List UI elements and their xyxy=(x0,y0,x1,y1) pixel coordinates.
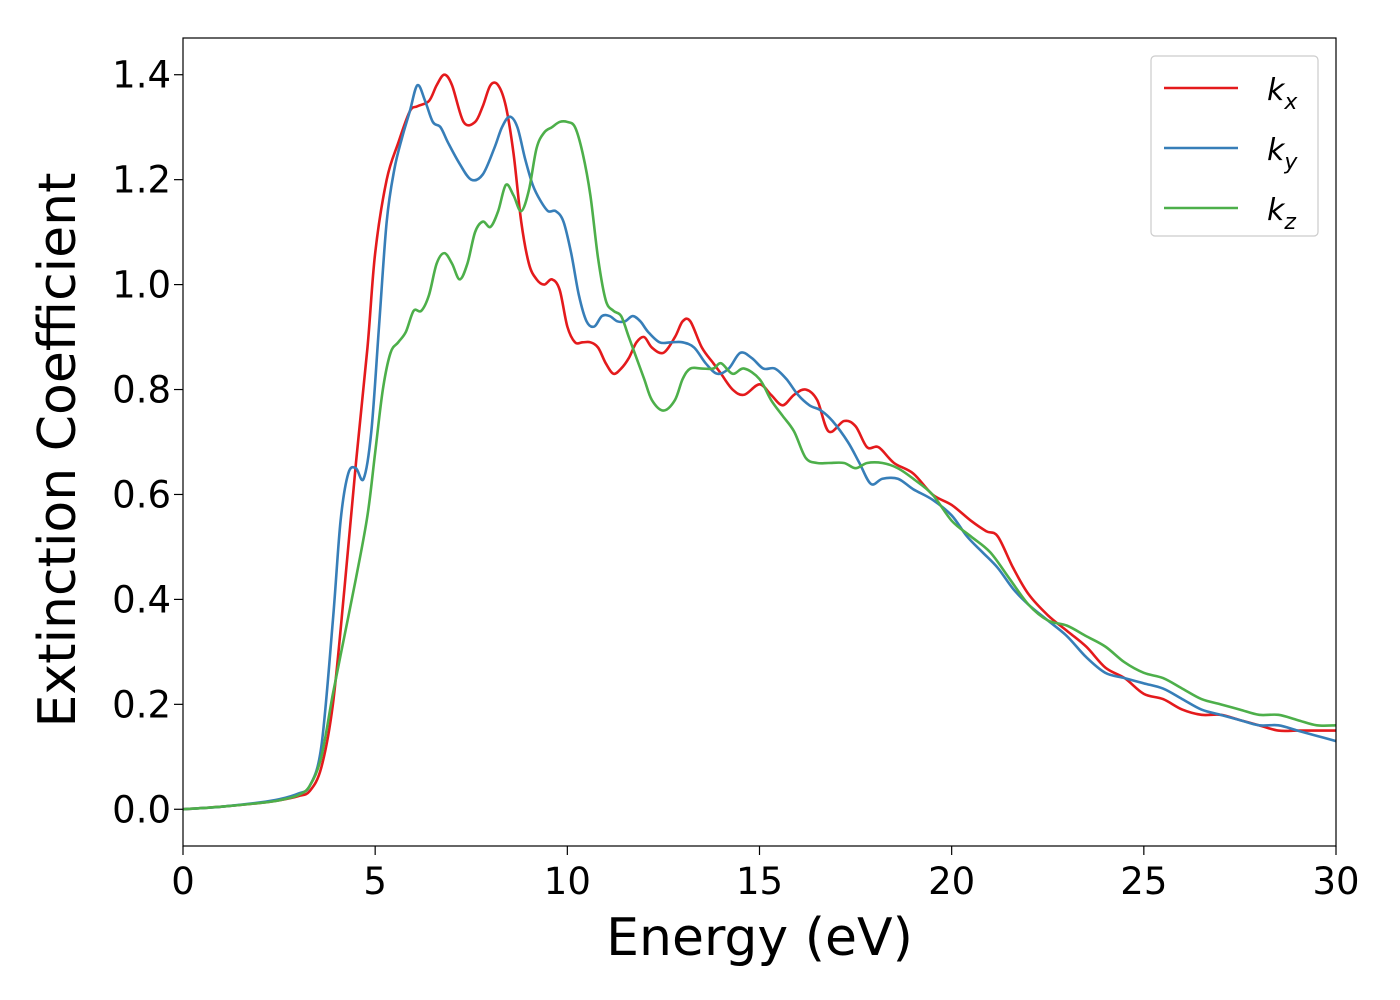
x-axis-label: Energy (eV) xyxy=(606,908,913,968)
x-tick-label: 10 xyxy=(544,860,591,903)
x-tick-label: 20 xyxy=(928,860,975,903)
x-tick-label: 30 xyxy=(1312,860,1359,903)
plot-lines xyxy=(183,73,1336,811)
y-axis-ticks: 0.0 0.2 0.4 0.6 0.8 1.0 1.2 1.4 xyxy=(112,54,183,831)
x-tick-label: 25 xyxy=(1120,860,1167,903)
y-tick-label: 0.4 xyxy=(112,578,171,621)
series-line-kz xyxy=(183,119,1336,811)
y-tick-label: 0.2 xyxy=(112,683,171,726)
x-tick-label: 5 xyxy=(363,860,387,903)
y-tick-label: 1.2 xyxy=(112,159,171,202)
x-tick-label: 0 xyxy=(171,860,195,903)
legend-box xyxy=(1150,55,1319,237)
y-tick-label: 0.6 xyxy=(112,473,171,516)
y-tick-label: 1.0 xyxy=(112,264,171,307)
y-tick-label: 0.0 xyxy=(112,788,171,831)
x-axis-ticks: 0 5 10 15 20 25 30 xyxy=(171,846,1360,903)
y-tick-label: 0.8 xyxy=(112,369,171,412)
x-tick-label: 15 xyxy=(736,860,783,903)
y-axis-label: Extinction Coefficient xyxy=(28,173,88,728)
y-tick-label: 1.4 xyxy=(112,54,171,97)
